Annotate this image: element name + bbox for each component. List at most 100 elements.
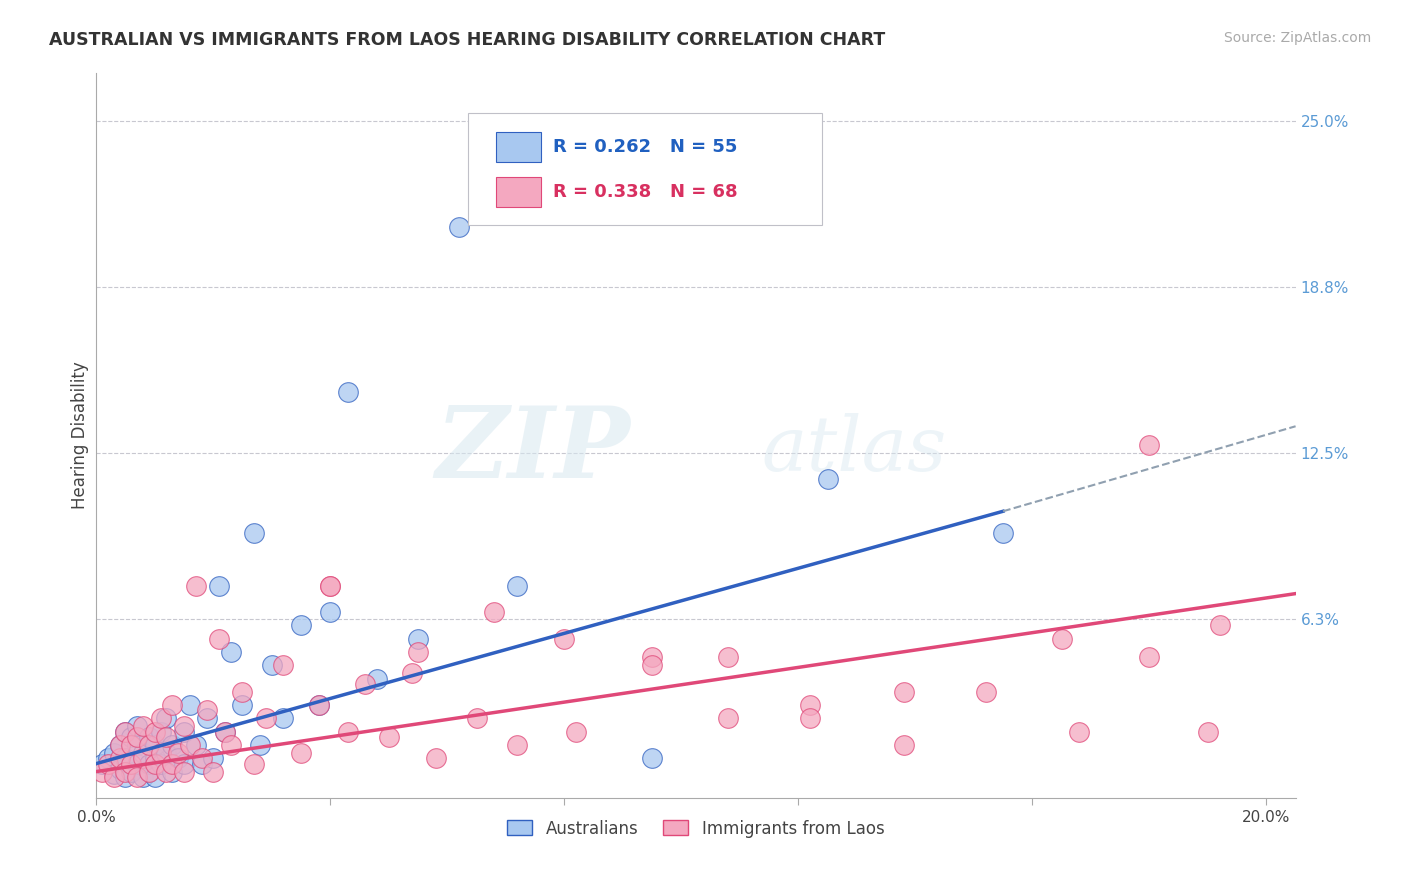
Point bbox=[249, 738, 271, 752]
Point bbox=[190, 751, 212, 765]
Point bbox=[97, 751, 120, 765]
Point bbox=[179, 698, 201, 713]
Point bbox=[114, 724, 136, 739]
Point bbox=[108, 762, 131, 776]
Point bbox=[132, 746, 155, 760]
Point bbox=[1208, 618, 1230, 632]
Point bbox=[120, 764, 142, 779]
Point bbox=[114, 764, 136, 779]
Point bbox=[1050, 632, 1073, 646]
Point bbox=[717, 650, 740, 665]
Point bbox=[254, 711, 277, 725]
Point bbox=[336, 384, 359, 399]
Point bbox=[143, 756, 166, 771]
Point bbox=[893, 738, 915, 752]
Point bbox=[179, 738, 201, 752]
Point bbox=[308, 698, 330, 713]
Point bbox=[127, 730, 149, 744]
Point bbox=[97, 756, 120, 771]
Y-axis label: Hearing Disability: Hearing Disability bbox=[72, 361, 89, 509]
Point bbox=[132, 719, 155, 733]
Point bbox=[482, 605, 505, 619]
Bar bbox=[495, 132, 541, 161]
Point bbox=[138, 764, 160, 779]
Point bbox=[162, 698, 184, 713]
Point bbox=[173, 756, 195, 771]
Point bbox=[447, 220, 470, 235]
Point bbox=[406, 645, 429, 659]
Bar bbox=[495, 178, 541, 207]
Point bbox=[195, 704, 218, 718]
Point bbox=[219, 645, 242, 659]
Point bbox=[219, 738, 242, 752]
Point bbox=[506, 738, 529, 752]
Point bbox=[401, 666, 423, 681]
Point bbox=[641, 650, 664, 665]
Point bbox=[127, 770, 149, 784]
Point bbox=[1137, 650, 1160, 665]
Point bbox=[173, 719, 195, 733]
Point bbox=[231, 698, 253, 713]
Point bbox=[202, 751, 225, 765]
Point bbox=[143, 724, 166, 739]
Point bbox=[366, 672, 388, 686]
Point bbox=[799, 698, 821, 713]
Point bbox=[354, 677, 377, 691]
Point bbox=[184, 738, 207, 752]
Point bbox=[114, 751, 136, 765]
Point bbox=[377, 730, 399, 744]
Point bbox=[127, 719, 149, 733]
Point bbox=[149, 711, 172, 725]
Point bbox=[155, 711, 177, 725]
Point bbox=[155, 730, 177, 744]
Point bbox=[120, 730, 142, 744]
Point bbox=[108, 738, 131, 752]
Point bbox=[127, 756, 149, 771]
Point bbox=[208, 632, 231, 646]
Point bbox=[167, 751, 190, 765]
Point bbox=[108, 751, 131, 765]
Point bbox=[173, 724, 195, 739]
Point bbox=[149, 724, 172, 739]
Point bbox=[406, 632, 429, 646]
FancyBboxPatch shape bbox=[468, 113, 823, 226]
Point bbox=[553, 632, 575, 646]
Point bbox=[138, 756, 160, 771]
Point bbox=[120, 756, 142, 771]
Point bbox=[103, 770, 125, 784]
Point bbox=[974, 685, 997, 699]
Point bbox=[641, 751, 664, 765]
Point bbox=[1197, 724, 1219, 739]
Point bbox=[319, 605, 342, 619]
Point bbox=[336, 724, 359, 739]
Point bbox=[155, 746, 177, 760]
Point bbox=[1137, 438, 1160, 452]
Point bbox=[717, 711, 740, 725]
Point bbox=[114, 724, 136, 739]
Point bbox=[149, 756, 172, 771]
Point bbox=[143, 770, 166, 784]
Point bbox=[319, 579, 342, 593]
Legend: Australians, Immigrants from Laos: Australians, Immigrants from Laos bbox=[501, 813, 891, 844]
Point bbox=[208, 579, 231, 593]
Point bbox=[190, 756, 212, 771]
Point bbox=[162, 756, 184, 771]
Point bbox=[143, 738, 166, 752]
Point bbox=[162, 738, 184, 752]
Point bbox=[641, 658, 664, 673]
Point bbox=[120, 738, 142, 752]
Point bbox=[184, 579, 207, 593]
Point bbox=[138, 764, 160, 779]
Point bbox=[1069, 724, 1091, 739]
Point bbox=[290, 618, 312, 632]
Point bbox=[202, 764, 225, 779]
Text: R = 0.262   N = 55: R = 0.262 N = 55 bbox=[553, 138, 738, 156]
Point bbox=[138, 730, 160, 744]
Point bbox=[214, 724, 236, 739]
Point bbox=[114, 770, 136, 784]
Point bbox=[149, 746, 172, 760]
Point bbox=[231, 685, 253, 699]
Point bbox=[260, 658, 283, 673]
Point bbox=[273, 658, 295, 673]
Point bbox=[817, 472, 839, 486]
